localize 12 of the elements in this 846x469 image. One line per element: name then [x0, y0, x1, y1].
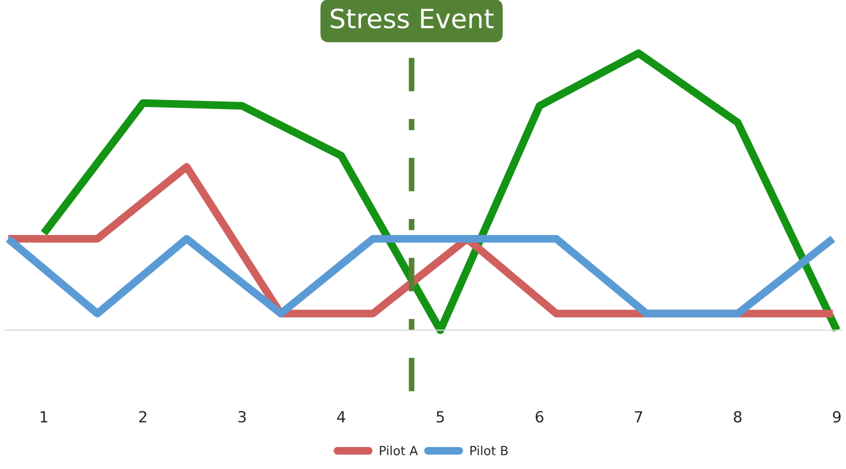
x-tick-label: 8: [734, 411, 742, 423]
legend-label: Pilot B: [470, 446, 508, 456]
x-tick-label: 5: [436, 411, 444, 423]
x-tick-label: 1: [40, 411, 48, 422]
x-tick-label: 3: [238, 411, 246, 423]
x-tick-label: 7: [634, 411, 642, 422]
ref-line-label: Stress Event: [330, 8, 494, 28]
x-tick-label: 6: [536, 411, 544, 423]
x-tick-label: 2: [139, 411, 146, 422]
legend-label: Pilot A: [380, 446, 418, 456]
x-tick-label: 9: [832, 411, 841, 423]
x-tick-label: 4: [337, 411, 346, 422]
